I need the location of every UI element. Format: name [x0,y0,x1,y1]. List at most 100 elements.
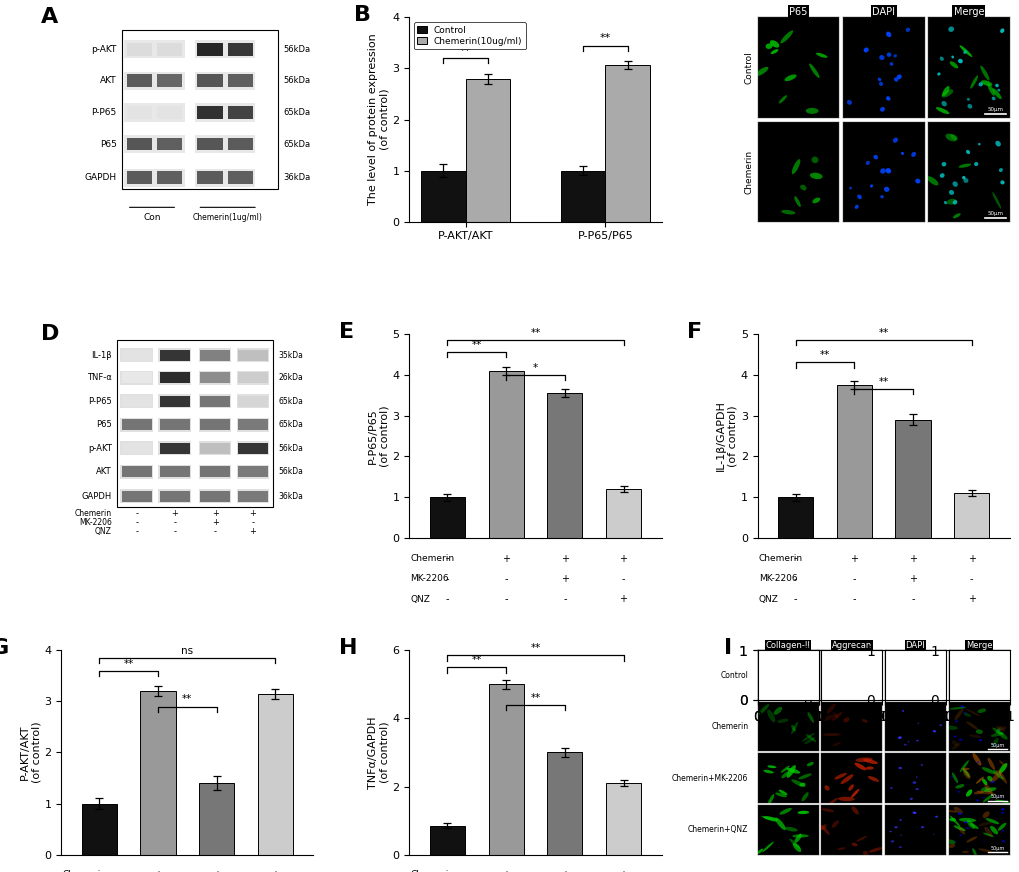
Bar [124,168,155,187]
Ellipse shape [825,704,835,713]
Text: **: ** [530,644,540,653]
Ellipse shape [826,652,837,658]
Bar [227,43,253,56]
Text: 65kDa: 65kDa [278,420,303,429]
Ellipse shape [981,811,988,818]
Bar [199,489,231,503]
Bar [237,350,268,361]
Ellipse shape [799,783,805,787]
Bar [124,103,155,121]
Ellipse shape [851,842,857,847]
Bar [120,418,153,432]
Ellipse shape [989,773,1001,782]
Ellipse shape [792,660,797,665]
Bar [120,489,153,503]
Ellipse shape [781,210,795,215]
Bar [116,340,273,508]
Ellipse shape [798,773,811,780]
Bar [121,491,152,501]
Bar [200,443,230,453]
Ellipse shape [797,811,808,814]
Bar [121,372,152,383]
Bar [895,419,929,538]
Bar [560,171,605,221]
Ellipse shape [820,824,825,830]
Text: 65kDa: 65kDa [278,397,303,405]
Ellipse shape [971,753,980,766]
Text: A: A [41,7,58,27]
Bar [155,72,184,90]
Bar [225,72,255,90]
Ellipse shape [943,201,947,204]
Ellipse shape [993,770,1003,780]
Text: 56kDa: 56kDa [283,44,310,53]
Ellipse shape [980,787,987,792]
Ellipse shape [998,168,1002,172]
Ellipse shape [957,58,962,64]
Text: -: - [136,518,139,528]
Ellipse shape [851,807,858,814]
Text: **: ** [819,351,829,360]
Ellipse shape [884,168,891,174]
Text: 50μm: 50μm [986,106,1003,112]
Ellipse shape [988,662,998,664]
Ellipse shape [855,836,866,841]
Ellipse shape [998,771,1006,784]
Ellipse shape [890,841,894,842]
Ellipse shape [974,670,976,671]
Ellipse shape [969,75,977,89]
Text: **: ** [471,656,482,665]
Ellipse shape [991,727,1003,735]
Bar [547,393,582,538]
Ellipse shape [792,835,808,838]
Ellipse shape [960,668,965,676]
Ellipse shape [949,815,960,827]
Ellipse shape [979,672,982,674]
Text: **: ** [530,328,540,338]
Bar [195,103,225,121]
Ellipse shape [958,690,961,691]
Title: DAPI: DAPI [871,7,895,17]
Ellipse shape [846,100,851,105]
Ellipse shape [786,765,795,778]
Bar [158,418,191,432]
Text: -: - [213,528,216,536]
Text: +: + [560,870,569,872]
Bar [227,171,253,184]
Text: Control: Control [719,671,748,679]
Ellipse shape [862,759,877,764]
Ellipse shape [815,52,826,58]
Ellipse shape [786,679,795,685]
Text: IL-1β: IL-1β [91,351,111,360]
Y-axis label: The level of protein expression
(of control): The level of protein expression (of cont… [368,34,389,206]
Ellipse shape [760,816,776,822]
Bar [237,491,268,501]
Ellipse shape [904,674,906,676]
Ellipse shape [850,789,859,798]
Ellipse shape [975,800,978,801]
Ellipse shape [915,695,918,697]
Ellipse shape [997,795,999,797]
Text: 65kDa: 65kDa [283,140,310,148]
Ellipse shape [963,821,966,823]
Bar [777,497,812,538]
Bar [155,135,184,153]
Bar [236,441,269,455]
Bar [159,467,190,477]
Text: AKT: AKT [96,467,111,476]
Ellipse shape [967,104,971,109]
Text: 35kDa: 35kDa [278,351,303,360]
Text: -: - [793,595,797,604]
Title: Aggrecan: Aggrecan [830,641,871,650]
Text: +: + [501,870,510,872]
Bar [126,171,152,184]
Ellipse shape [916,723,918,724]
Ellipse shape [929,690,931,691]
Ellipse shape [961,176,965,180]
Ellipse shape [837,691,842,696]
Bar [236,465,269,479]
Bar [159,491,190,501]
Bar [225,103,255,121]
Ellipse shape [949,61,957,68]
Ellipse shape [971,848,976,856]
